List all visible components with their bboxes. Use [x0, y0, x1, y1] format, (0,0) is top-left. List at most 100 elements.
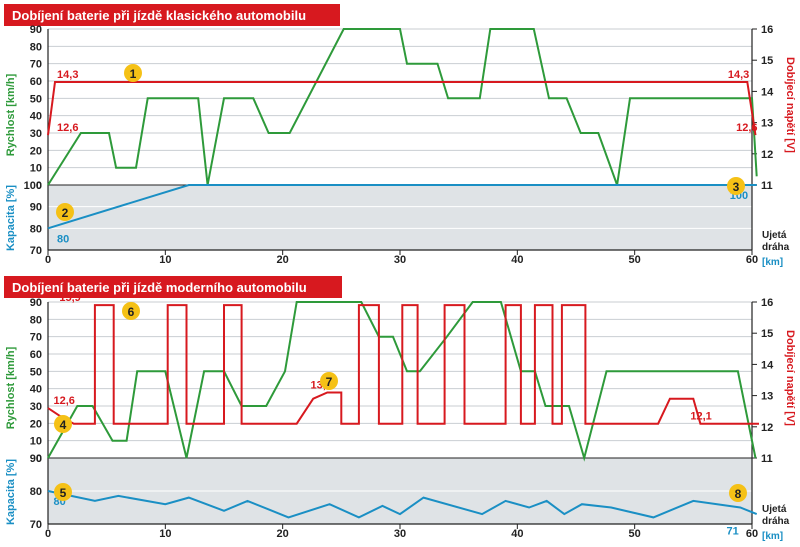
top-voltage-tick-14: 14 — [761, 86, 774, 98]
bottom-annotation-1: 12,6 — [54, 395, 75, 407]
badge-8-label: 8 — [735, 487, 742, 501]
badge-3: 3 — [727, 177, 745, 195]
chart-top-series — [47, 28, 758, 230]
top-x-tick-30: 30 — [394, 254, 406, 266]
bottom-speed-tick-60: 60 — [30, 349, 42, 361]
chart-bottom-series — [47, 301, 759, 519]
top-speed-tick-70: 70 — [30, 59, 42, 71]
chart-bottom-capacity-axis-label: Kapacita [%] — [5, 459, 17, 525]
bottom-x-tick-10: 10 — [159, 528, 171, 540]
top-voltage-tick-15: 15 — [761, 55, 773, 67]
top-voltage-tick-11: 11 — [761, 180, 773, 192]
chart-top-voltage-axis-label: Dobíjecí napětí [V] — [784, 57, 796, 153]
bottom-x-tick-60: 60 — [746, 528, 758, 540]
top-speed-tick-0: 0 — [36, 180, 42, 192]
top-x-tick-60: 60 — [746, 254, 758, 266]
bottom-voltage-tick-11: 11 — [761, 453, 773, 465]
badge-7-circle — [320, 372, 338, 390]
chart-bottom-speed-axis-label: Rychlost [km/h] — [5, 346, 17, 429]
bottom-speed-tick-90: 90 — [30, 297, 42, 309]
top-annotation-0: 14,3 — [57, 69, 78, 81]
top-speed-tick-50: 50 — [30, 93, 42, 105]
top-x-tick-10: 10 — [159, 254, 171, 266]
chart-top-capacity-axis-label: Kapacita [%] — [5, 185, 17, 251]
chart-bottom-title: Dobíjení baterie při jízdě moderního aut… — [12, 280, 307, 295]
top-voltage-tick-13: 13 — [761, 118, 773, 130]
top-voltage-tick-16: 16 — [761, 24, 773, 36]
top-capacity-tick-90: 90 — [30, 202, 42, 214]
badge-6-circle — [122, 302, 140, 320]
top-voltage-tick-12: 12 — [761, 149, 773, 161]
top-speed-tick-30: 30 — [30, 128, 42, 140]
bottom-voltage-tick-16: 16 — [761, 297, 773, 309]
bottom-voltage-tick-13: 13 — [761, 391, 773, 403]
chart-top-title-bg — [4, 4, 340, 26]
badge-4-circle — [54, 415, 72, 433]
badge-8-circle — [729, 484, 747, 502]
top-capacity-tick-100: 100 — [24, 180, 42, 192]
bottom-speed-tick-20: 20 — [30, 418, 42, 430]
top-x-tick-20: 20 — [277, 254, 289, 266]
chart-bottom-axes: 0 10 20 30 40 50 60 70 80 90 70 80 90 11 12 13 14 15 16 0 10… — [30, 297, 774, 540]
bottom-capacity-tick-80: 80 — [30, 486, 42, 498]
bottom-voltage-tick-12: 12 — [761, 422, 773, 434]
chart-top-speed-axis-label: Rychlost [km/h] — [5, 73, 17, 156]
badge-4: 4 — [54, 415, 72, 433]
top-annotation-2: 14,3 — [728, 69, 749, 81]
top-annotation-3: 12,6 — [736, 122, 757, 134]
badge-7: 7 — [320, 372, 338, 390]
bottom-annotation-3: 12,1 — [690, 411, 711, 423]
top-speed-tick-90: 90 — [30, 24, 42, 36]
bottom-x-tick-50: 50 — [629, 528, 641, 540]
badge-2-label: 2 — [62, 206, 69, 220]
chart-top-capacity-band — [48, 185, 752, 250]
badge-5-label: 5 — [60, 486, 67, 500]
badge-4-label: 4 — [60, 418, 67, 432]
badge-1: 1 — [124, 64, 142, 82]
chart-top-xlabel-line1: Ujetá — [762, 230, 787, 241]
bottom-speed-tick-40: 40 — [30, 384, 42, 396]
bottom-speed-tick-70: 70 — [30, 332, 42, 344]
chart-bottom: Dobíjení baterie při jízdě moderního aut… — [4, 276, 796, 542]
badge-6: 6 — [122, 302, 140, 320]
bottom-speed-tick-80: 80 — [30, 314, 42, 326]
badge-7-label: 7 — [326, 375, 333, 389]
bottom-speed-tick-30: 30 — [30, 401, 42, 413]
bottom-x-tick-30: 30 — [394, 528, 406, 540]
top-speed-tick-80: 80 — [30, 41, 42, 53]
badge-2: 2 — [56, 203, 74, 221]
chart-bottom-voltage-axis-label: Dobíjecí napětí [V] — [784, 330, 796, 426]
top-x-tick-50: 50 — [629, 254, 641, 266]
top-speed-tick-20: 20 — [30, 145, 42, 157]
bottom-x-tick-0: 0 — [45, 528, 51, 540]
chart-top-title: Dobíjení baterie při jízdě klasického au… — [12, 8, 306, 23]
bottom-speed-tick-0: 0 — [36, 453, 42, 465]
bottom-x-tick-20: 20 — [277, 528, 289, 540]
bottom-capacity-tick-70: 70 — [30, 519, 42, 531]
bottom-voltage-tick-14: 14 — [761, 359, 774, 371]
top-speed-tick-40: 40 — [30, 111, 42, 123]
chart-top-xlabel-line2: dráha — [762, 242, 790, 253]
badge-6-label: 6 — [128, 305, 135, 319]
bottom-speed-tick-10: 10 — [30, 436, 42, 448]
badge-1-label: 1 — [130, 67, 137, 81]
chart-bottom-xlabel-unit: [km] — [762, 531, 783, 542]
top-speed-tick-10: 10 — [30, 163, 42, 175]
top-capacity-tick-80: 80 — [30, 223, 42, 235]
bottom-capacity-tick-90: 90 — [30, 453, 42, 465]
top-x-tick-0: 0 — [45, 254, 51, 266]
badge-8: 8 — [729, 484, 747, 502]
badge-5: 5 — [54, 483, 72, 501]
bottom-annotation-5: 71 — [726, 526, 738, 538]
top-x-tick-40: 40 — [511, 254, 523, 266]
badge-5-circle — [54, 483, 72, 501]
bottom-capacity-line — [47, 490, 758, 519]
badge-3-circle — [727, 177, 745, 195]
bottom-speed-tick-50: 50 — [30, 366, 42, 378]
bottom-voltage-tick-15: 15 — [761, 328, 773, 340]
chart-bottom-xlabel-line1: Ujetá — [762, 504, 787, 515]
top-annotation-1: 12,6 — [57, 122, 78, 134]
bottom-voltage-line — [47, 304, 759, 425]
